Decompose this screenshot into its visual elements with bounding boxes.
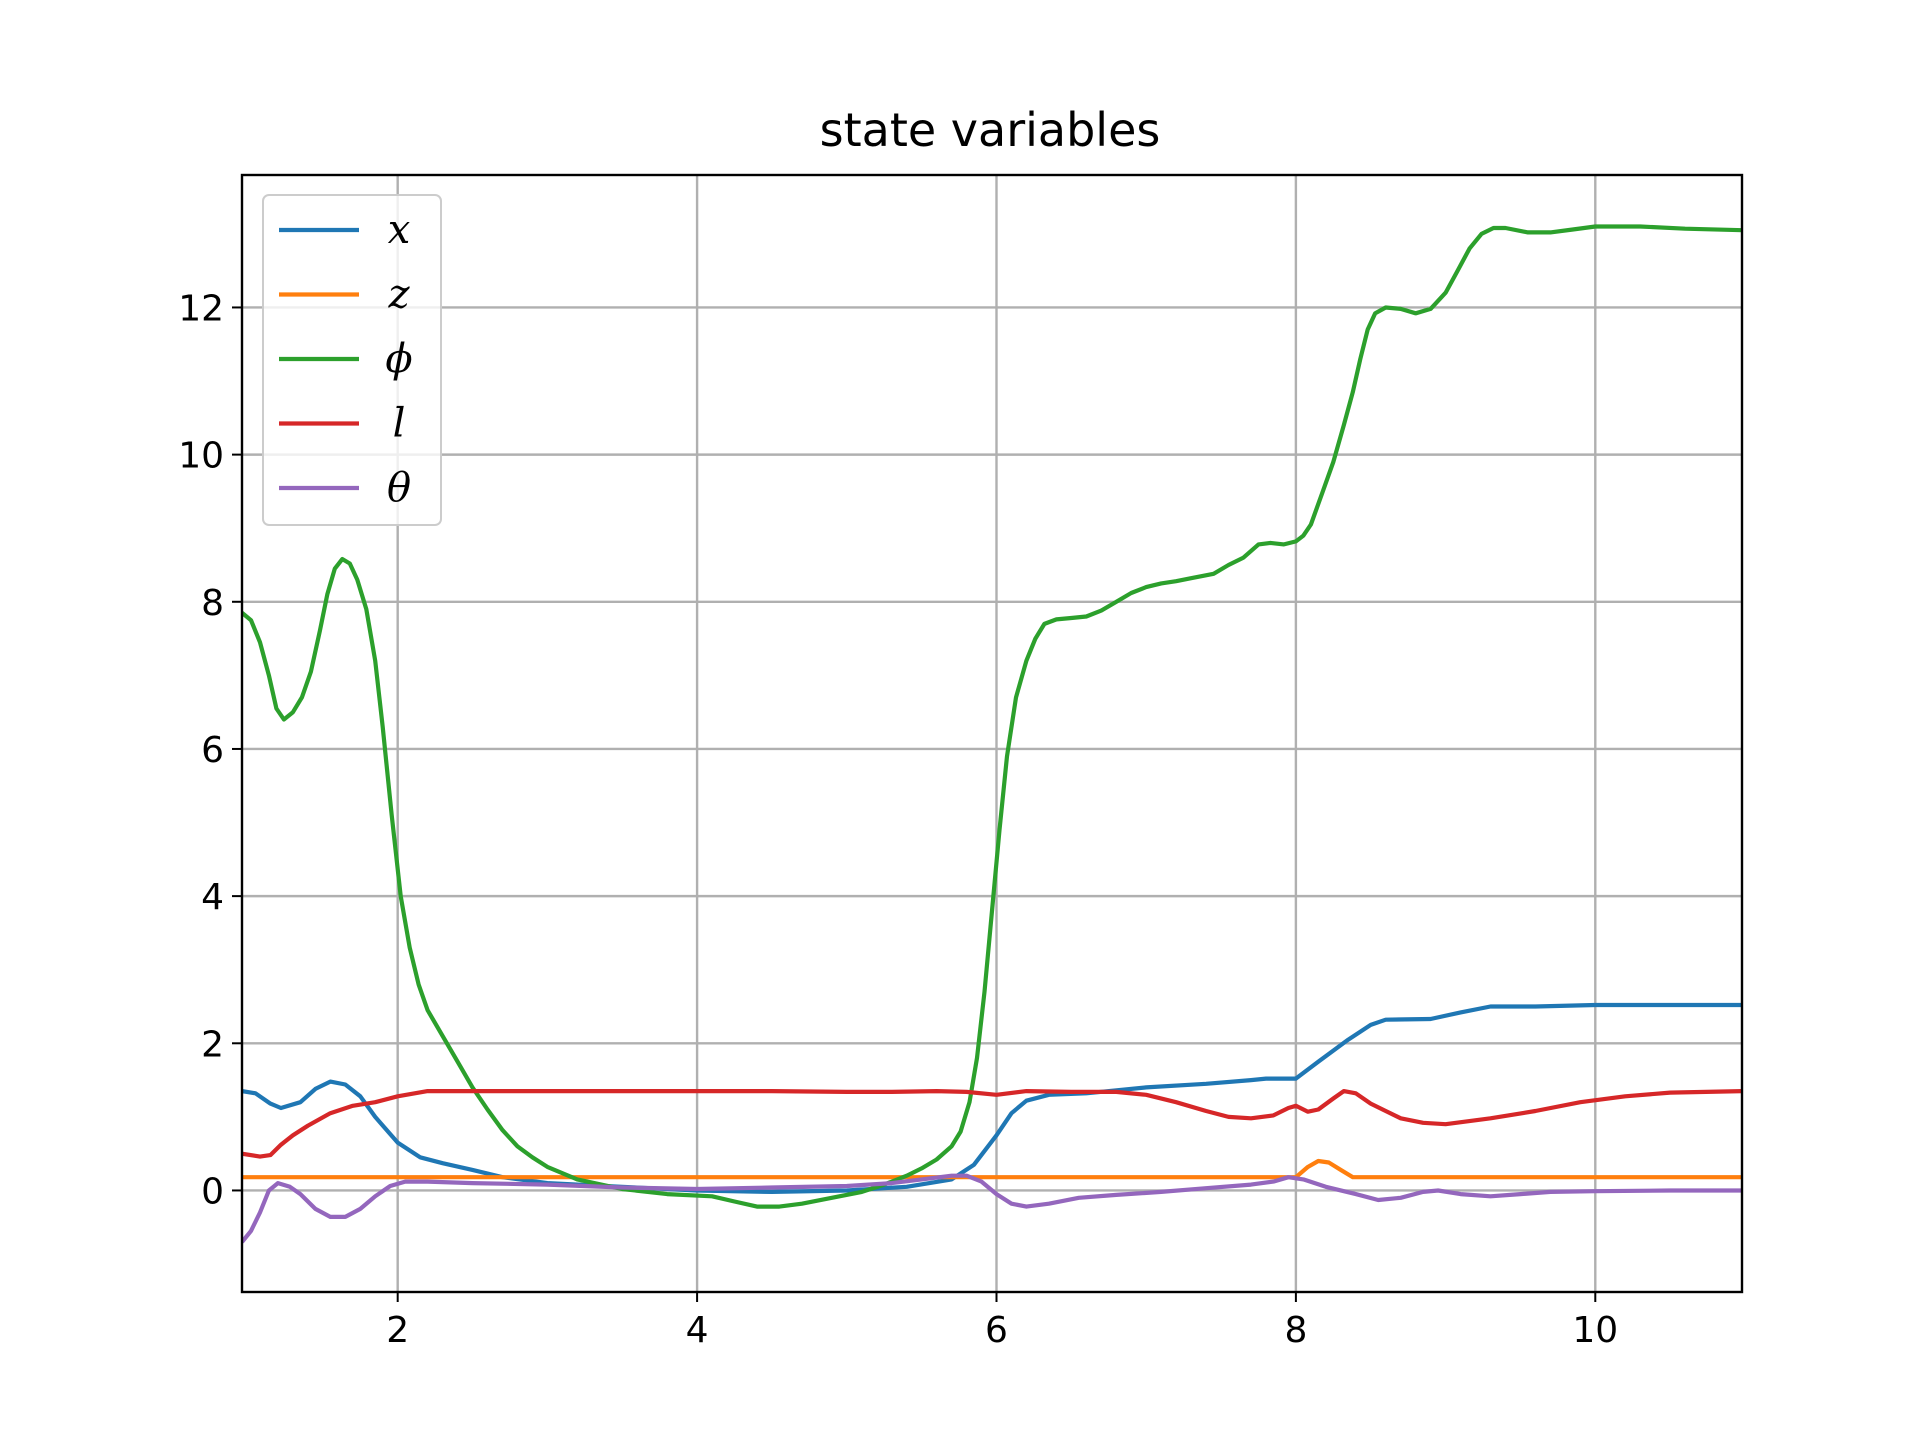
legend-label: l [393,401,406,447]
plot-area-frame [240,173,1744,1294]
series-line-0 [242,1002,1742,1195]
legend-label: z [387,272,410,318]
x-tick-label: 6 [985,1310,1008,1351]
x-tick-label: 4 [686,1310,709,1351]
gridlines [242,175,1742,1292]
y-tick-label: 8 [201,583,224,624]
legend-label: x [388,207,411,253]
y-tick-label: 4 [201,877,224,918]
x-tick-label: 2 [386,1310,409,1351]
axis-ticks: 2 4 6 8 10 0 2 4 6 8 10 12 [178,288,1618,1351]
y-tick-label: 2 [201,1024,224,1065]
series-line-4 [242,1173,1742,1244]
series-line-3 [242,1088,1742,1159]
y-tick-label: 0 [201,1171,224,1212]
legend-label: ϕ [385,336,412,382]
series-line-2 [242,224,1742,1209]
x-tick-label: 8 [1284,1310,1307,1351]
y-tick-label: 10 [178,436,224,477]
y-tick-label: 12 [178,288,224,329]
y-tick-label: 6 [201,730,224,771]
series-line-1 [242,1158,1742,1180]
legend-label: θ [387,465,411,511]
x-tick-label: 10 [1572,1310,1618,1351]
series-lines [242,224,1742,1244]
chart-title: state variables [820,103,1161,157]
